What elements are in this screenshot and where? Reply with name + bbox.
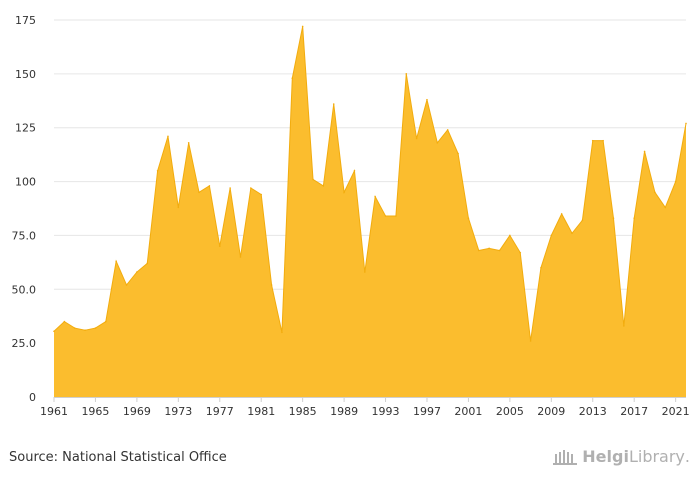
x-tick-label: 2005 <box>496 405 524 418</box>
brand-name-bold: Helgi <box>582 447 629 466</box>
source-note: Source: National Statistical Office <box>9 450 227 465</box>
data-point <box>177 206 180 209</box>
brand-name-light: Library <box>628 447 685 466</box>
data-point <box>581 219 584 222</box>
data-point <box>674 180 677 183</box>
series-area <box>53 25 687 397</box>
helgilibrary-logo: Helgi Library. <box>552 447 690 466</box>
y-tick-label: 175 <box>15 14 36 27</box>
data-point <box>229 187 231 189</box>
data-point <box>208 185 211 187</box>
x-tick-label: 1969 <box>123 405 151 418</box>
data-point <box>415 137 418 140</box>
x-axis-ticks: 1961 1965 1969 1973 1977 1981 1985 1989 1993 1997… <box>40 397 690 418</box>
data-point <box>426 98 428 101</box>
y-tick-label: 50.0 <box>12 283 37 296</box>
data-point <box>156 170 159 172</box>
y-tick-label: 100 <box>15 176 36 189</box>
data-point <box>322 185 325 187</box>
data-point <box>105 320 107 323</box>
data-point <box>633 217 635 219</box>
data-point <box>602 139 604 142</box>
x-tick-label: 2009 <box>537 405 565 418</box>
x-tick-label: 1977 <box>206 405 234 418</box>
x-tick-label: 1961 <box>40 405 68 418</box>
data-point <box>612 217 615 219</box>
data-point <box>374 195 376 198</box>
data-point <box>685 122 687 125</box>
y-axis-ticks: 0 25.0 50.0 75.0 100 125 150 175 <box>12 14 37 404</box>
data-point <box>467 217 470 219</box>
data-point <box>250 187 252 189</box>
data-point <box>529 340 532 342</box>
data-point <box>540 266 542 269</box>
y-tick-label: 150 <box>15 68 36 81</box>
data-point <box>270 284 273 286</box>
y-tick-label: 0 <box>29 391 36 404</box>
data-point <box>623 325 625 327</box>
data-point <box>343 191 345 194</box>
data-point <box>488 247 490 250</box>
brand-suffix: . <box>684 447 690 466</box>
data-point <box>353 170 356 172</box>
data-point <box>239 256 242 258</box>
data-point <box>364 271 366 273</box>
data-point <box>477 249 480 252</box>
data-point <box>395 215 397 217</box>
x-tick-label: 1993 <box>372 405 400 418</box>
library-building-icon <box>553 449 578 465</box>
y-tick-label: 25.0 <box>12 337 37 350</box>
data-point <box>94 327 97 329</box>
x-tick-label: 1981 <box>247 405 275 418</box>
data-point <box>509 234 511 237</box>
x-tick-label: 2017 <box>620 405 648 418</box>
x-tick-label: 1989 <box>330 405 358 418</box>
data-point <box>446 129 449 131</box>
x-tick-label: 1985 <box>289 405 317 418</box>
data-point <box>218 245 221 247</box>
series-line <box>53 26 687 342</box>
data-point <box>53 330 55 333</box>
data-point <box>167 135 169 138</box>
y-tick-label: 125 <box>15 122 36 135</box>
data-point <box>405 73 408 75</box>
data-point <box>84 329 86 332</box>
data-point <box>436 141 439 144</box>
x-tick-label: 1997 <box>413 405 441 418</box>
x-tick-label: 1973 <box>164 405 192 418</box>
data-point <box>560 213 563 215</box>
data-point <box>260 193 263 196</box>
x-tick-label: 1965 <box>81 405 109 418</box>
data-point <box>654 191 656 194</box>
data-point <box>136 271 138 273</box>
x-tick-label: 2013 <box>579 405 607 418</box>
data-point <box>550 234 553 237</box>
data-point <box>591 139 594 142</box>
data-point <box>312 178 314 181</box>
data-point <box>63 320 66 323</box>
data-point <box>519 251 522 254</box>
data-point <box>643 150 646 153</box>
data-point <box>115 260 117 263</box>
y-tick-label: 75.0 <box>12 229 37 242</box>
data-point <box>664 206 667 209</box>
data-point <box>571 232 573 235</box>
data-point <box>332 103 335 105</box>
data-point <box>301 25 304 28</box>
data-point <box>146 262 149 265</box>
x-tick-label: 2001 <box>454 405 482 418</box>
data-point <box>73 327 76 329</box>
series-area-fill <box>54 26 686 397</box>
x-tick-label: 2021 <box>662 405 690 418</box>
data-point <box>187 141 190 144</box>
data-point <box>198 191 200 194</box>
data-point <box>457 152 459 155</box>
data-point <box>125 284 128 286</box>
data-point <box>281 331 283 334</box>
data-point <box>384 215 387 217</box>
data-point <box>498 249 501 252</box>
data-point <box>291 77 294 79</box>
